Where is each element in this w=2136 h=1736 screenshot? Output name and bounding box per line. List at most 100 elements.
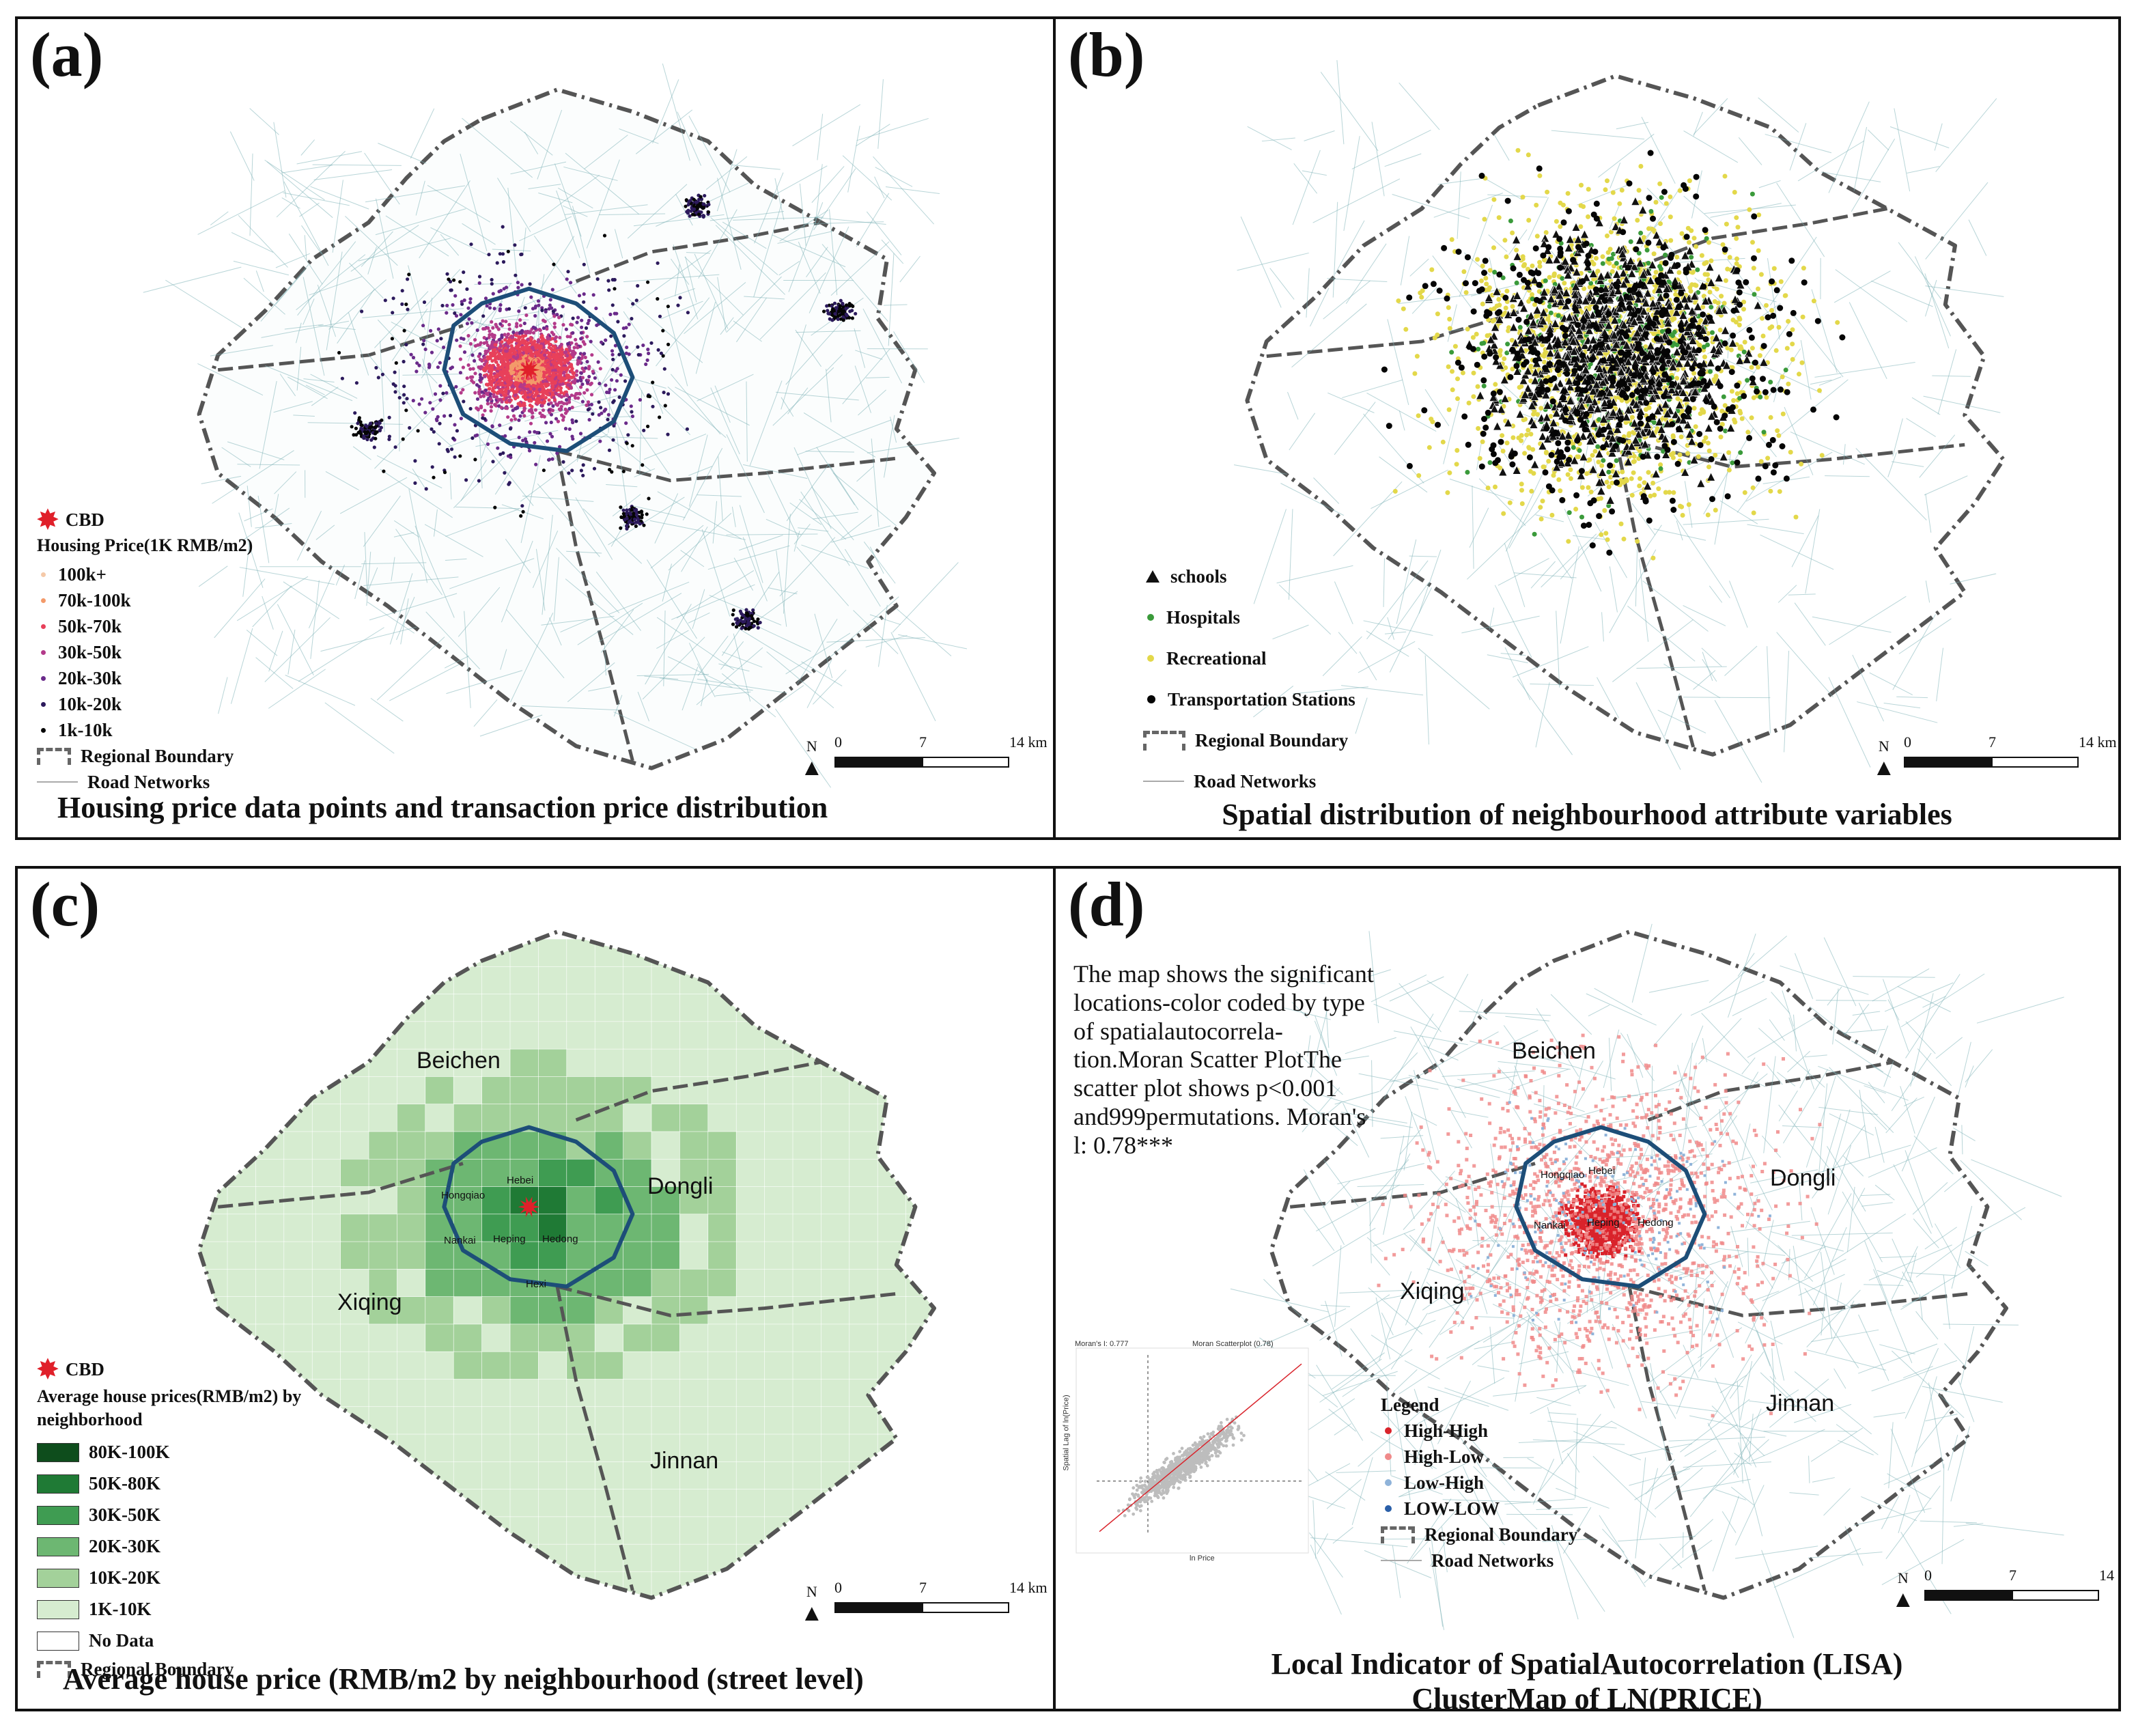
price-point — [500, 340, 504, 344]
price-point — [748, 625, 753, 630]
price-point — [831, 307, 835, 311]
legend-dot-icon — [41, 727, 46, 733]
recreational-point — [1652, 492, 1657, 498]
road-segment — [537, 483, 600, 557]
recreational-point — [1587, 285, 1592, 290]
recreational-point — [1548, 414, 1554, 419]
road-segment — [1336, 60, 1345, 145]
recreational-point — [1621, 536, 1627, 542]
price-point — [616, 320, 620, 324]
recreational-point — [1699, 253, 1704, 258]
price-point — [594, 306, 598, 311]
price-point — [825, 304, 829, 308]
price-point — [551, 404, 555, 408]
recreational-point — [1504, 288, 1510, 294]
price-point — [553, 337, 557, 341]
road-segment — [796, 330, 861, 333]
price-point — [468, 300, 473, 305]
price-point — [577, 391, 581, 395]
price-point — [516, 381, 520, 385]
price-point — [686, 211, 690, 215]
price-point — [520, 504, 524, 508]
price-point — [387, 437, 391, 441]
road-segment — [255, 270, 264, 292]
road-segment — [1291, 303, 1367, 368]
price-point — [830, 304, 834, 308]
recreational-point — [1707, 290, 1713, 295]
road-segment — [1609, 549, 1657, 634]
road-segment — [1828, 101, 1870, 193]
road-segment — [608, 581, 690, 615]
road-segment — [557, 187, 593, 209]
road-segment — [712, 501, 718, 544]
price-point — [635, 520, 639, 524]
price-point — [627, 322, 631, 326]
road-segment — [1437, 178, 1480, 185]
road-segment — [1631, 503, 1656, 535]
road-segment — [475, 433, 534, 506]
recreational-point — [1610, 269, 1615, 274]
road-segment — [1638, 559, 1649, 642]
price-point — [587, 418, 591, 422]
price-point — [602, 234, 607, 238]
road-segment — [1424, 389, 1450, 427]
recreational-point — [1638, 164, 1644, 169]
price-point — [504, 390, 508, 394]
road-segment — [563, 166, 618, 181]
price-point — [593, 376, 598, 380]
legend-items: 100k+ 70k-100k 50k-70k 30k-50k 20k-30k 10k-20… — [37, 561, 253, 743]
road-segment — [856, 466, 874, 482]
price-point — [536, 379, 541, 383]
road-segment — [869, 546, 884, 574]
road-segment — [378, 143, 427, 164]
road-segment — [273, 401, 313, 413]
road-segment — [809, 226, 849, 313]
recreational-point — [1653, 199, 1659, 205]
price-point — [397, 395, 402, 400]
recreational-point — [1655, 426, 1660, 432]
recreational-point — [1475, 257, 1480, 262]
price-point — [571, 316, 575, 320]
recreational-point — [1455, 356, 1461, 361]
price-point — [584, 326, 589, 330]
road-segment — [445, 508, 520, 537]
recreational-point — [1663, 201, 1669, 206]
road-segment — [446, 670, 523, 695]
road-segment — [377, 319, 438, 384]
price-point — [821, 309, 826, 313]
road-segment — [793, 523, 811, 545]
road-segment — [871, 438, 880, 527]
price-point — [570, 368, 574, 373]
road-segment — [1640, 182, 1684, 248]
road-segment — [1498, 558, 1549, 586]
road-segment — [856, 117, 929, 141]
price-point — [374, 365, 378, 370]
road-segment — [1513, 572, 1577, 578]
price-point — [584, 366, 588, 370]
price-point — [636, 345, 640, 349]
price-point — [582, 369, 586, 374]
road-segment — [538, 192, 573, 204]
road-segment — [1392, 193, 1470, 219]
price-point — [498, 289, 503, 293]
price-point — [508, 348, 512, 352]
road-segment — [1747, 524, 1804, 535]
road-segment — [369, 593, 458, 621]
road-segment — [621, 405, 670, 475]
road-segment — [1396, 539, 1417, 624]
road-segment — [668, 512, 732, 571]
price-point — [481, 394, 486, 398]
recreational-point — [1582, 286, 1587, 292]
recreational-point — [1487, 268, 1493, 273]
road-segment — [716, 149, 737, 212]
recreational-point — [1739, 346, 1744, 352]
price-point — [666, 392, 671, 396]
price-point — [548, 303, 552, 307]
road-segment — [789, 502, 822, 525]
road-segment — [584, 135, 628, 169]
recreational-point — [1706, 240, 1711, 245]
price-point — [483, 352, 488, 356]
road-segment — [1811, 289, 1838, 374]
price-point — [613, 344, 618, 348]
price-point — [550, 434, 554, 438]
